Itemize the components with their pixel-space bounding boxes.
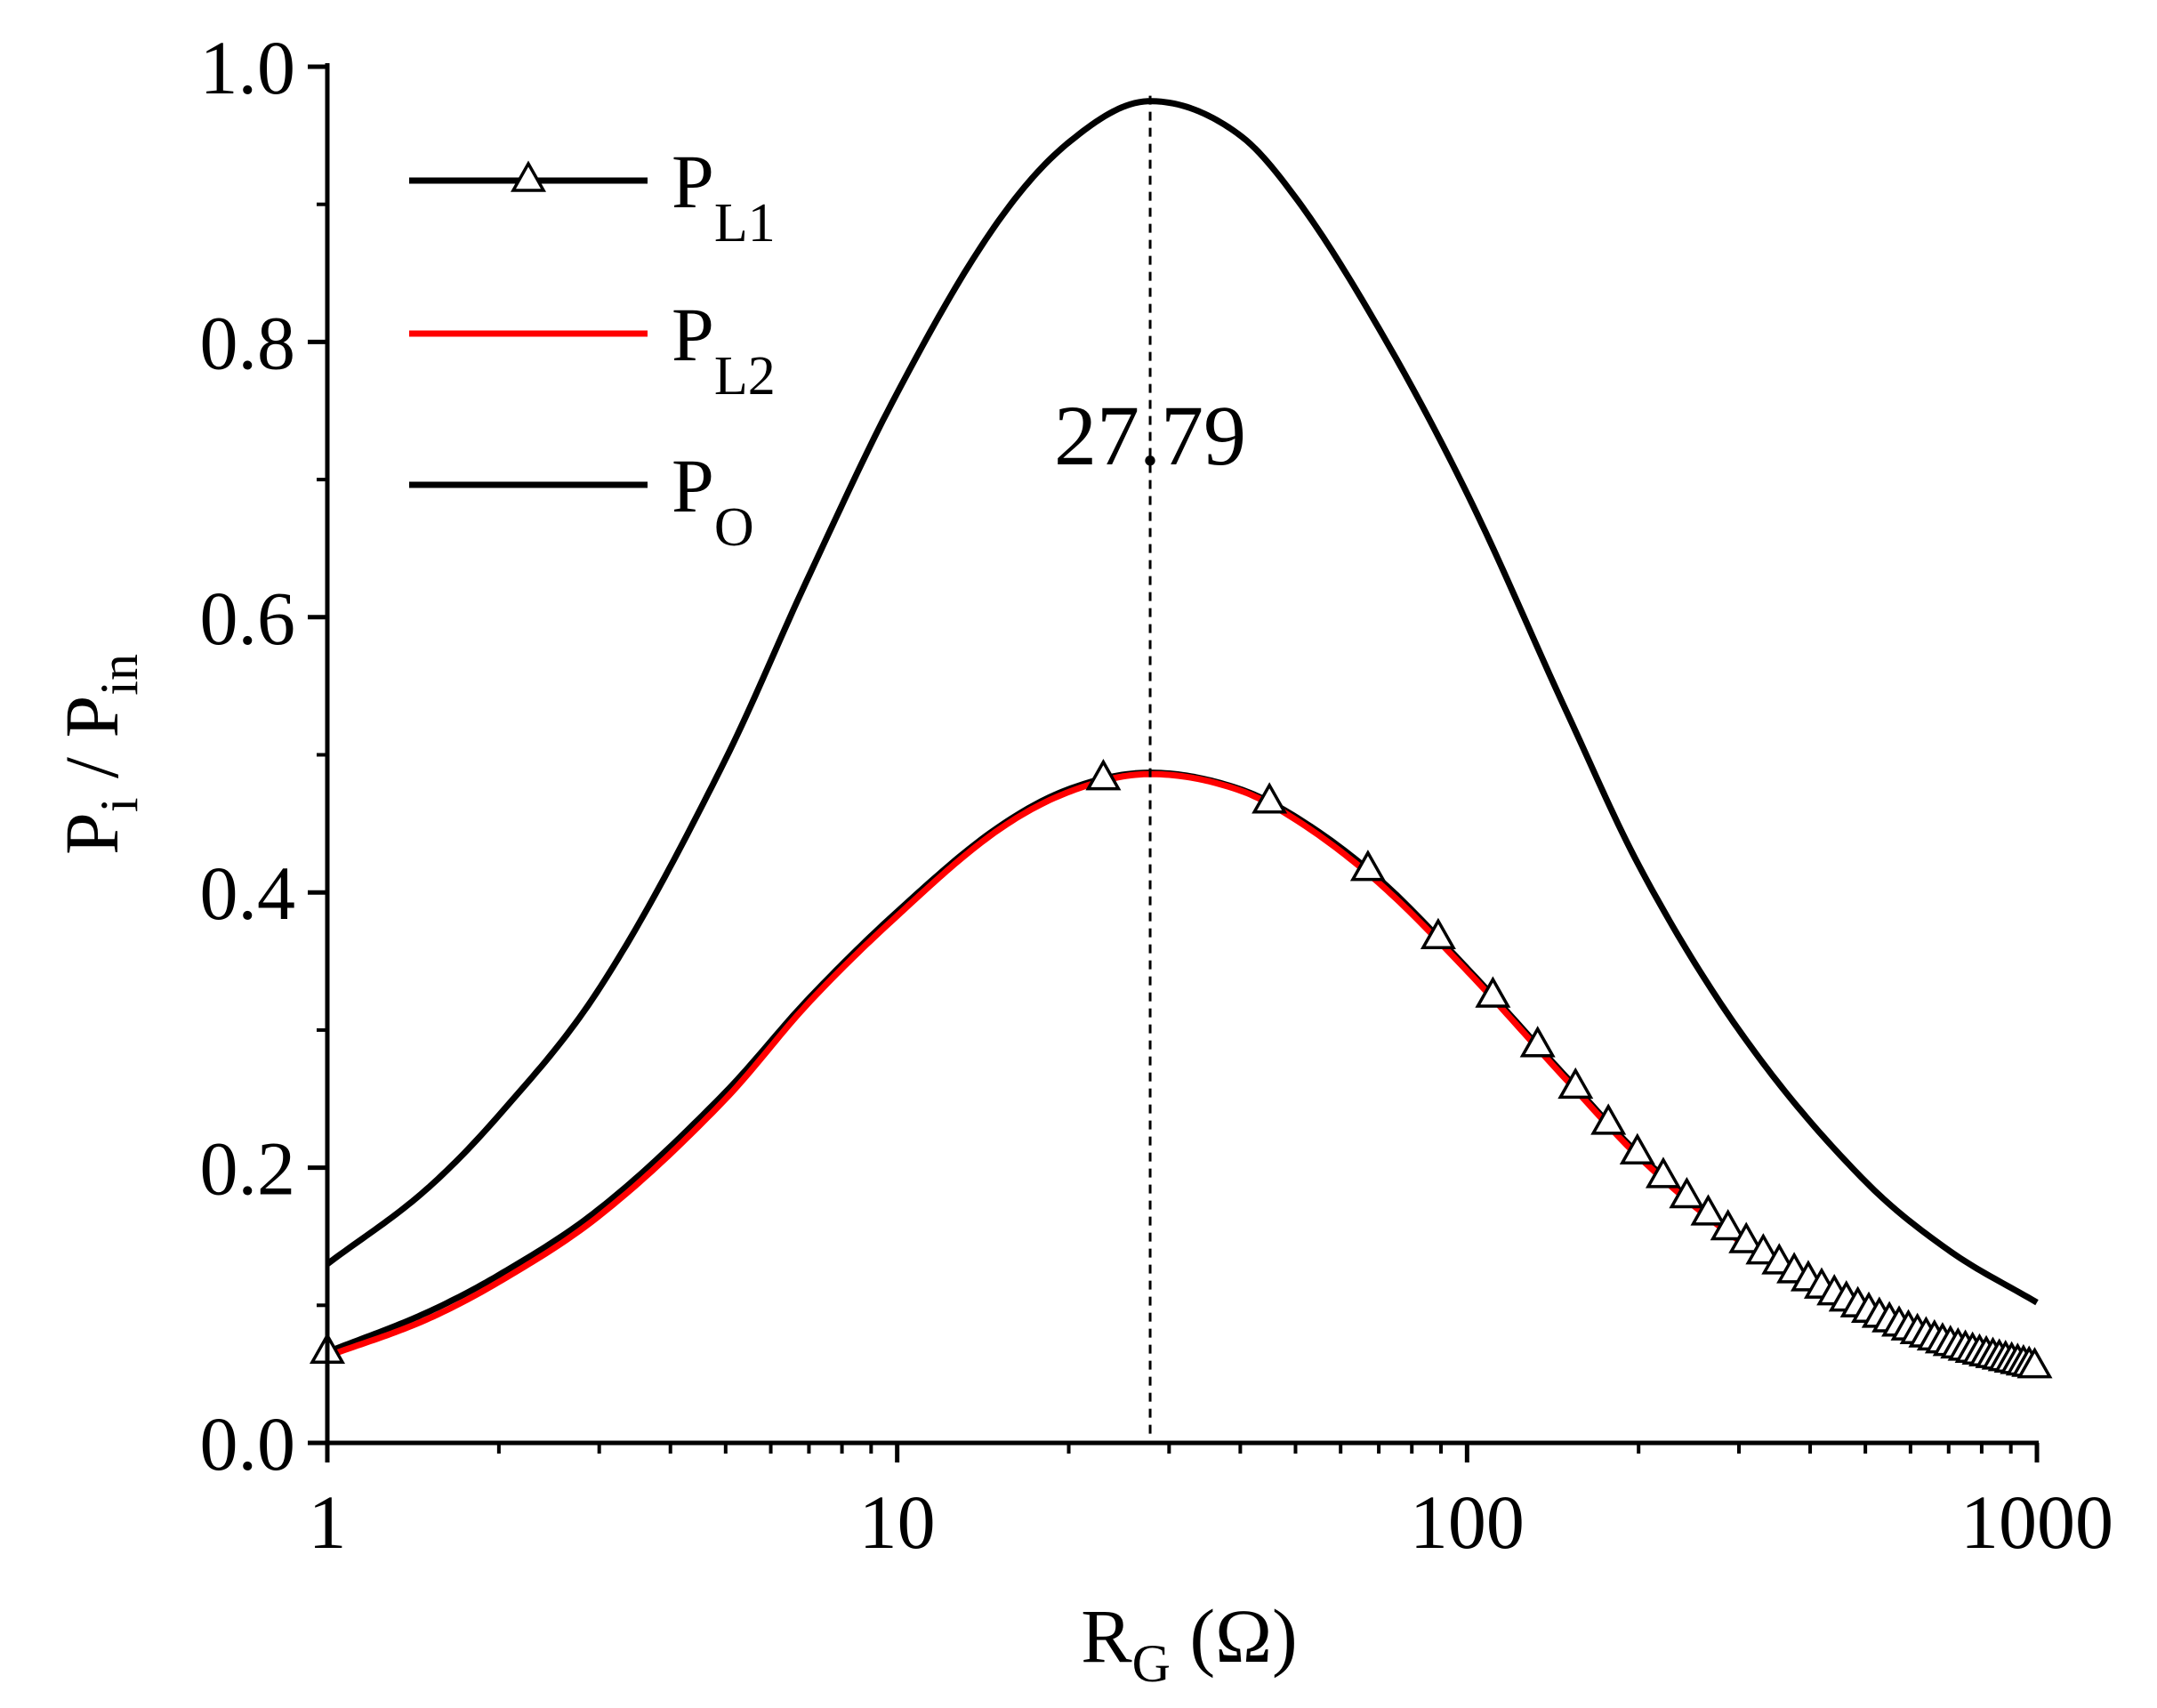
- axes: [308, 63, 2040, 1462]
- marker-triangle-13: [1710, 1209, 1746, 1241]
- series-line-p-o: [325, 98, 2039, 1306]
- y-axis-title: Pi / Pin: [49, 654, 149, 855]
- marker-triangle-11: [1669, 1176, 1705, 1209]
- legend: PL1 PL2 PO: [409, 139, 776, 558]
- legend-marker-p-l1: [510, 160, 547, 192]
- marker-triangle-3: [1349, 850, 1386, 882]
- marker-triangle-4: [1420, 917, 1456, 950]
- marker-triangle-14: [1728, 1221, 1765, 1253]
- marker-triangle-5: [1475, 976, 1511, 1008]
- y-tick-label-2: 0.4: [200, 850, 296, 936]
- y-tick-label-0: 0.0: [200, 1401, 296, 1486]
- marker-triangle-15: [1745, 1233, 1782, 1265]
- y-tick-label-3: 0.6: [200, 576, 296, 661]
- marker-triangle-9: [1619, 1132, 1655, 1164]
- marker-triangle-10: [1645, 1156, 1681, 1188]
- marker-triangle-12: [1690, 1194, 1726, 1226]
- x-axis-title: RG (Ω): [1081, 1593, 1297, 1693]
- marker-triangle-1: [1085, 759, 1122, 791]
- labels: 27.79 0.0 0.2 0.4 0.6 0.8 1.0 1 10 100 1000 RG (Ω) P…: [49, 25, 2113, 1693]
- y-tick-label-1: 0.2: [200, 1126, 296, 1212]
- marker-triangle-45: [2016, 1347, 2053, 1379]
- x-tick-label-1: 10: [859, 1479, 936, 1565]
- peak-annotation: 27.79: [1054, 388, 1246, 483]
- legend-label-p-l1: PL1: [672, 139, 776, 254]
- legend-label-p-o: PO: [672, 443, 754, 558]
- marker-triangle-6: [1519, 1026, 1556, 1058]
- y-tick-label-4: 0.8: [200, 300, 296, 385]
- x-tick-label-3: 1000: [1960, 1479, 2113, 1565]
- legend-label-p-l2: PL2: [672, 292, 776, 407]
- marker-triangle-2: [1252, 782, 1288, 814]
- series-line-p-l2: [326, 770, 2038, 1378]
- x-tick-label-0: 1: [309, 1479, 347, 1565]
- marker-triangle-8: [1590, 1103, 1627, 1135]
- marker-triangle-7: [1557, 1067, 1594, 1100]
- plot-area: [309, 95, 2053, 1443]
- y-tick-label-5: 1.0: [200, 25, 296, 110]
- x-tick-label-2: 100: [1410, 1479, 1525, 1565]
